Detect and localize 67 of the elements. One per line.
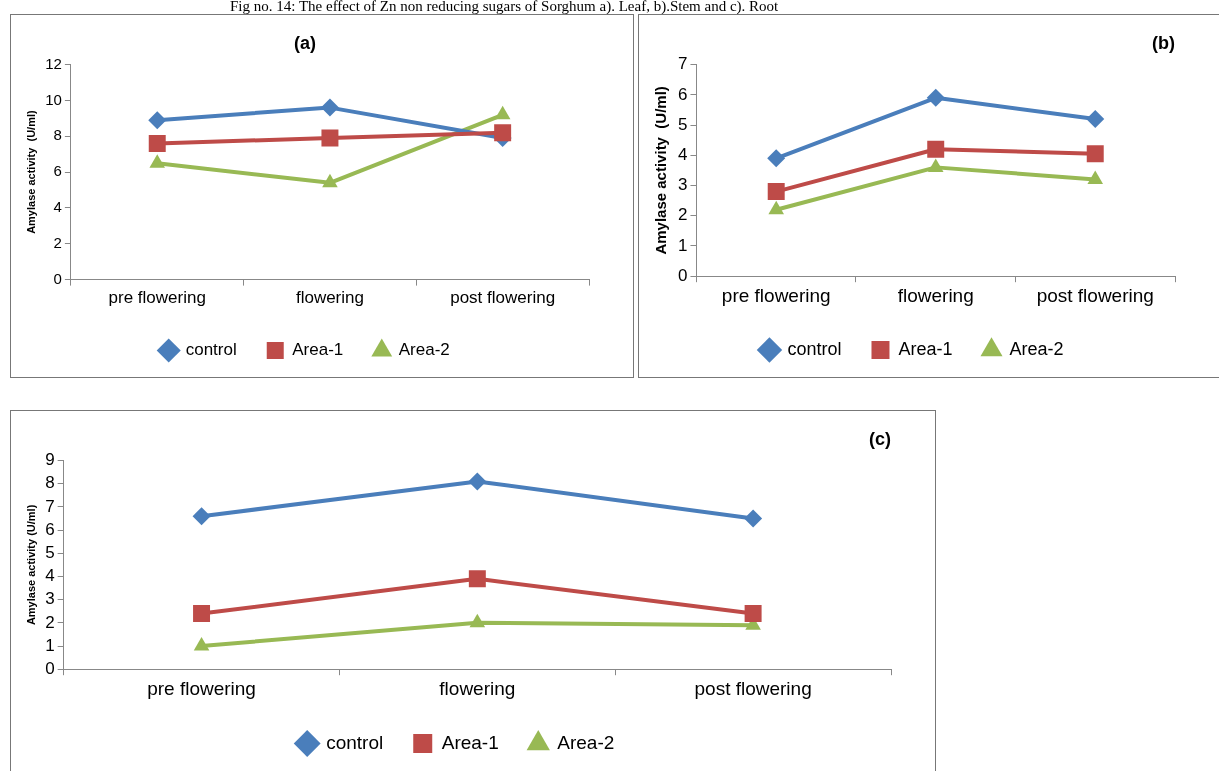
x-tick-label: flowering xyxy=(897,284,974,306)
legend-label: control xyxy=(787,338,842,359)
y-tick-label: 6 xyxy=(677,84,688,104)
y-tick-label: 2 xyxy=(677,205,688,225)
x-tick-label: post flowering xyxy=(694,677,812,699)
y-tick-label: 4 xyxy=(45,566,55,586)
y-tick-label: 6 xyxy=(45,519,55,539)
legend-label: Area-1 xyxy=(441,731,499,753)
legend-label: Area-2 xyxy=(398,340,450,360)
y-tick-label: 5 xyxy=(677,114,688,134)
legend-label: Area-1 xyxy=(292,340,344,360)
x-tick-label: post flowering xyxy=(1036,284,1154,306)
y-tick-label: 7 xyxy=(677,54,688,74)
y-tick-label: 6 xyxy=(53,162,62,180)
chart-title: (b) xyxy=(1152,32,1175,53)
x-tick-label: post flowering xyxy=(450,288,556,308)
y-tick-label: 1 xyxy=(677,235,688,255)
y-tick-label: 2 xyxy=(45,612,55,632)
point xyxy=(744,605,762,623)
point xyxy=(1086,145,1104,163)
y-tick-label: 5 xyxy=(45,543,55,562)
point xyxy=(468,570,486,588)
y-tick-label: 7 xyxy=(45,496,55,516)
x-tick-label: flowering xyxy=(439,677,516,699)
point xyxy=(768,200,785,215)
y-tick-label: 3 xyxy=(677,175,688,195)
y-axis-title: Amylase activity (U/ml) xyxy=(652,86,670,255)
legend-label: control xyxy=(326,731,384,753)
y-tick-label: 0 xyxy=(677,265,688,285)
legend-label: Area-2 xyxy=(1009,338,1064,359)
point xyxy=(469,613,486,628)
point xyxy=(927,140,945,158)
point xyxy=(1087,170,1104,184)
x-tick-label: pre flowering xyxy=(147,677,256,699)
y-tick-label: 9 xyxy=(45,450,55,470)
y-tick-label: 0 xyxy=(53,269,62,287)
text: Fig no. 14: The effect of Zn non reducing sugars of Sorghum a). Leaf, b).Stem and c). Root xyxy=(230,0,779,15)
y-tick-label: 4 xyxy=(677,144,688,164)
point xyxy=(193,605,211,623)
y-tick-label: 8 xyxy=(45,473,55,493)
point xyxy=(193,637,210,651)
y-tick-label: 2 xyxy=(53,233,62,251)
y-tick-label: 4 xyxy=(53,198,62,216)
y-axis-title: Amylase activity (U/ml) xyxy=(24,110,37,234)
legend-label: control xyxy=(185,340,237,360)
point xyxy=(192,507,211,526)
y-axis-title: Amylase activity (U/ml) xyxy=(24,504,37,626)
x-tick-label: pre flowering xyxy=(721,284,831,306)
legend-label: Area-2 xyxy=(557,731,615,753)
point xyxy=(744,509,763,528)
y-tick-label: 3 xyxy=(45,589,55,609)
legend-label: Area-1 xyxy=(898,338,953,359)
y-tick-label: 8 xyxy=(53,126,62,144)
y-tick-label: 10 xyxy=(45,90,62,108)
chart-title: (c) xyxy=(869,428,891,449)
y-tick-label: 1 xyxy=(45,635,55,655)
point xyxy=(927,158,944,172)
x-tick-label: flowering xyxy=(295,288,364,308)
point xyxy=(1086,110,1105,129)
chart-title: (a) xyxy=(294,32,316,53)
point xyxy=(926,88,945,107)
point xyxy=(767,183,785,201)
y-tick-label: 0 xyxy=(45,658,55,678)
y-tick-label: 12 xyxy=(45,54,62,72)
x-tick-label: pre flowering xyxy=(108,288,206,308)
point xyxy=(767,149,786,168)
point xyxy=(468,472,487,491)
